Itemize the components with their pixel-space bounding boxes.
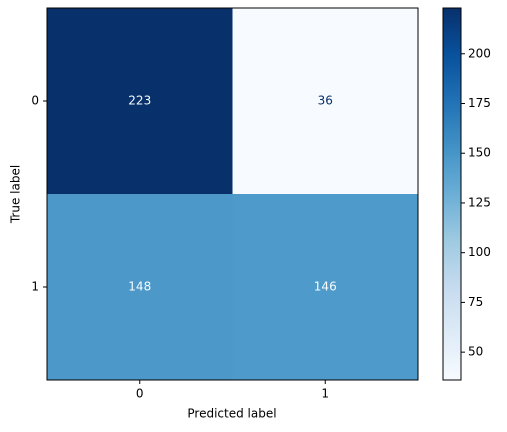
colorbar-tick-label: 100 — [468, 245, 491, 259]
colorbar-tick-label: 125 — [468, 195, 491, 209]
x-tick-label: 0 — [136, 387, 144, 401]
axes-frame — [46, 7, 419, 381]
colorbar-tick-label: 175 — [468, 96, 491, 110]
y-axis-label: True label — [9, 165, 23, 224]
heatmap-cell — [232, 8, 419, 195]
cell-label: 36 — [318, 94, 333, 108]
cell-label: 223 — [128, 94, 151, 108]
x-axis-label: Predicted label — [187, 407, 276, 421]
colorbar-tick-label: 150 — [468, 146, 491, 160]
heatmap-cell — [47, 8, 233, 195]
x-tick-label: 1 — [321, 387, 329, 401]
colorbar-tick-label: 75 — [468, 295, 483, 309]
heatmap-cell — [232, 194, 419, 381]
colorbar-tick-label: 200 — [468, 46, 491, 60]
cell-label: 146 — [314, 280, 337, 294]
y-tick-label: 1 — [31, 280, 39, 294]
cell-label: 148 — [128, 280, 151, 294]
y-tick-label: 0 — [31, 94, 39, 108]
colorbar-tick-label: 50 — [468, 345, 483, 359]
colorbar — [442, 7, 462, 381]
heatmap-cell — [47, 194, 233, 381]
